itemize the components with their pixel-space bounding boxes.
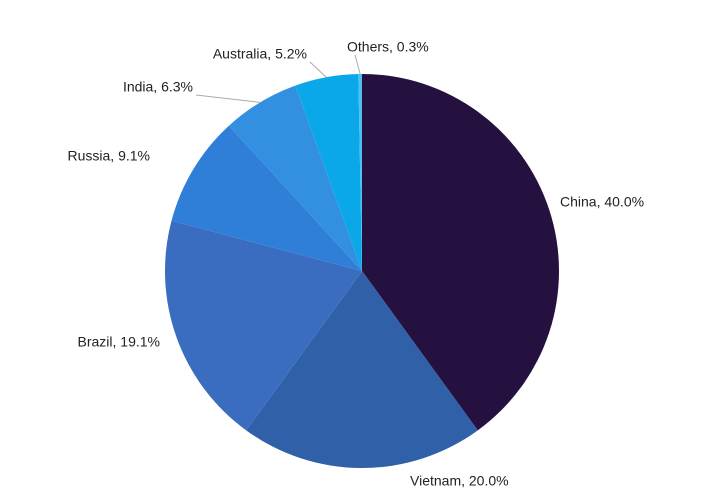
pie-slice [295,74,362,271]
leader-line [354,54,361,75]
pie-slice [362,74,559,431]
pie-slice [358,74,362,271]
data-label: Brazil, 19.1% [78,334,160,350]
pie-slice [164,220,362,431]
data-label: Russia, 9.1% [68,148,150,164]
pie-slice [228,85,362,272]
pie-slice [246,271,478,468]
leader-line [309,61,327,78]
data-label: Australia, 5.2% [213,46,307,62]
data-label: India, 6.3% [123,79,193,95]
data-label: Others, 0.3% [347,39,429,55]
leader-line [195,94,261,103]
data-label: Vietnam, 20.0% [410,473,509,489]
pie-slice [171,125,362,271]
data-label: China, 40.0% [560,194,644,210]
